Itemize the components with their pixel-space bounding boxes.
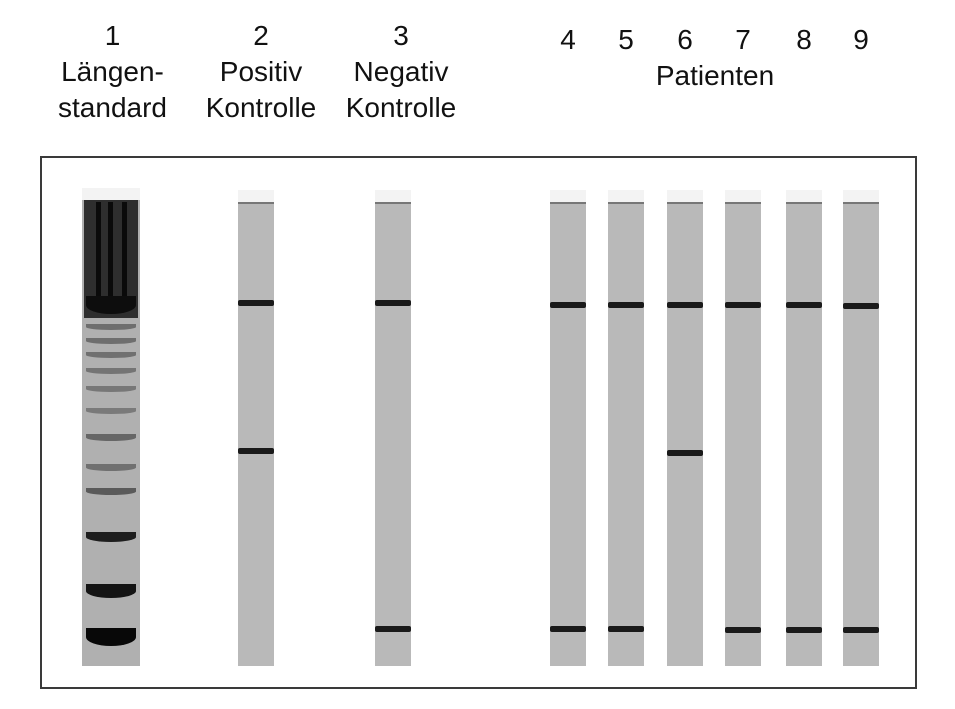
lane-3-number: 3	[393, 20, 409, 51]
band-lower	[550, 626, 586, 632]
ladder-band	[86, 352, 136, 358]
patient-number-7: 7	[735, 24, 751, 55]
lane-1-label-line1: Längen-	[61, 56, 164, 87]
patient-number-6: 6	[677, 24, 693, 55]
lane-3-label-line1: Negativ	[353, 56, 449, 87]
lane-well	[843, 190, 879, 204]
gel-frame	[40, 156, 917, 689]
band-middle	[238, 448, 274, 454]
band-upper	[843, 303, 879, 309]
band-lower	[843, 627, 879, 633]
lane-5	[608, 190, 644, 666]
ladder-streak	[122, 202, 127, 302]
ladder-band	[86, 408, 136, 414]
ladder-band	[86, 434, 136, 441]
lane-2-label-line2: Kontrolle	[205, 92, 317, 123]
ladder-streak	[108, 202, 113, 302]
lane-1-number: 1	[104, 20, 121, 51]
band-lower	[375, 626, 411, 632]
lane-8	[786, 190, 822, 666]
lane-3-label-line2: Kontrolle	[345, 92, 457, 123]
ladder-band	[86, 584, 136, 598]
lane-well	[238, 190, 274, 204]
band-upper	[667, 302, 703, 308]
lane-1-label-line2: standard	[58, 92, 167, 123]
lane-2-header: 2 Positiv Kontrolle	[193, 18, 329, 126]
lane-1-header: 1 Längen- standard	[50, 18, 175, 126]
lane-well	[608, 190, 644, 204]
lane-well	[786, 190, 822, 204]
lane-2-label-line1: Positiv	[219, 56, 303, 87]
patient-number-4: 4	[560, 24, 576, 55]
band-lower	[725, 627, 761, 633]
ladder-band	[86, 464, 136, 471]
lane-6	[667, 190, 703, 666]
band-upper	[238, 300, 274, 306]
lane-2-number: 2	[253, 20, 269, 51]
lane-1-ladder	[82, 188, 140, 666]
patient-number-9: 9	[853, 24, 869, 55]
ladder-band	[86, 338, 136, 344]
lane-7	[725, 190, 761, 666]
ladder-band	[86, 296, 136, 314]
band-upper	[375, 300, 411, 306]
band-upper	[725, 302, 761, 308]
patient-number-5: 5	[618, 24, 634, 55]
band-upper	[786, 302, 822, 308]
patients-label: Patienten	[655, 60, 775, 91]
lane-3	[375, 190, 411, 666]
ladder-band	[86, 324, 136, 330]
lane-well	[725, 190, 761, 204]
lane-9	[843, 190, 879, 666]
band-upper	[608, 302, 644, 308]
lane-4	[550, 190, 586, 666]
band-lower	[608, 626, 644, 632]
ladder-band	[86, 386, 136, 392]
lane-well	[375, 190, 411, 204]
ladder-streak	[96, 202, 101, 302]
lane-well	[667, 190, 703, 204]
band-lower	[786, 627, 822, 633]
lane-well	[550, 190, 586, 204]
band-middle	[667, 450, 703, 456]
patient-number-8: 8	[796, 24, 812, 55]
ladder-band	[86, 488, 136, 495]
lane-2	[238, 190, 274, 666]
ladder-band	[86, 532, 136, 542]
band-upper	[550, 302, 586, 308]
lane-3-header: 3 Negativ Kontrolle	[333, 18, 469, 126]
ladder-well	[82, 188, 140, 200]
ladder-band	[86, 628, 136, 646]
ladder-band	[86, 368, 136, 374]
